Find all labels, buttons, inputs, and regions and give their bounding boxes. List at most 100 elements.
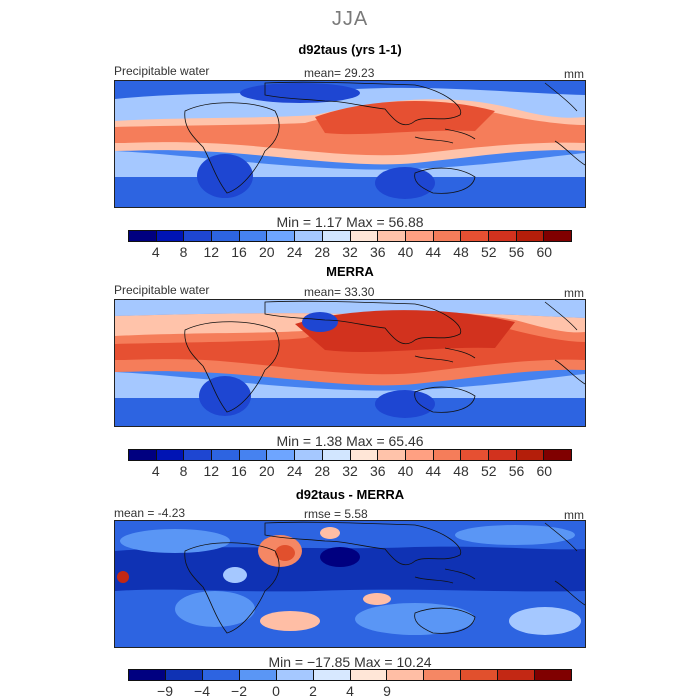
colorbar-tick-label: 56	[508, 244, 525, 260]
colorbar-swatch	[405, 231, 434, 241]
colorbar-swatch	[313, 670, 351, 680]
colorbar-swatch	[544, 450, 571, 460]
colorbar-swatch	[129, 450, 157, 460]
colorbar-swatch	[239, 670, 277, 680]
panel-1-map-field	[115, 81, 585, 207]
panel-1-map	[114, 80, 586, 208]
colorbar-swatch	[295, 450, 323, 460]
colorbar-swatch	[405, 450, 434, 460]
colorbar-swatch	[461, 231, 489, 241]
colorbar-swatch	[156, 231, 185, 241]
colorbar-swatch	[202, 670, 240, 680]
colorbar-tick-label: 60	[536, 463, 553, 479]
colorbar-tick-label: 48	[453, 244, 469, 260]
panel-3-map-field	[115, 521, 585, 647]
colorbar-swatch	[378, 450, 406, 460]
colorbar-swatch	[184, 450, 213, 460]
colorbar-tick-label: 36	[369, 463, 386, 479]
panel-2-title: MERRA	[326, 264, 374, 279]
panel-3-minmax: Min = −17.85 Max = 10.24	[268, 654, 432, 670]
colorbar-swatch	[184, 231, 213, 241]
colorbar-swatch	[267, 231, 296, 241]
colorbar-tick-label: 9	[383, 683, 391, 699]
colorbar-tick-label: 0	[272, 683, 280, 699]
colorbar-swatch	[212, 450, 240, 460]
panel-3-colorbar	[128, 669, 572, 681]
colorbar-tick-label: 28	[314, 244, 331, 260]
panel-2-minmax: Min = 1.38 Max = 65.46	[276, 433, 424, 449]
panel-1-units: mm	[564, 67, 584, 81]
panel-2-field-label: Precipitable water	[114, 283, 210, 297]
colorbar-tick-label: 16	[231, 463, 247, 479]
colorbar-tick-label: 24	[286, 244, 303, 260]
panel-1-colorbar	[128, 230, 572, 242]
colorbar-swatch	[350, 450, 379, 460]
panel-1-title: d92taus (yrs 1-1)	[298, 42, 402, 57]
colorbar-swatch	[387, 670, 425, 680]
colorbar-swatch	[378, 231, 406, 241]
colorbar-tick-label: 52	[480, 244, 497, 260]
season-title: JJA	[331, 8, 369, 30]
colorbar-swatch	[295, 231, 323, 241]
colorbar-tick-label: 56	[508, 463, 525, 479]
panel-3-units: mm	[564, 508, 584, 522]
panel-3-title: d92taus - MERRA	[295, 487, 405, 502]
colorbar-tick-label: 40	[397, 244, 414, 260]
colorbar-swatch	[267, 450, 296, 460]
colorbar-swatch	[239, 450, 268, 460]
colorbar-tick-label: 48	[453, 463, 469, 479]
panel-2-units: mm	[564, 286, 584, 300]
colorbar-swatch	[516, 450, 545, 460]
colorbar-swatch	[433, 231, 462, 241]
colorbar-tick-label: 32	[342, 463, 358, 479]
colorbar-tick-label: 44	[425, 463, 442, 479]
colorbar-swatch	[350, 670, 388, 680]
colorbar-swatch	[433, 450, 462, 460]
colorbar-tick-label: 4	[151, 463, 160, 479]
colorbar-swatch	[212, 231, 240, 241]
colorbar-tick-label: 24	[286, 463, 303, 479]
colorbar-swatch	[322, 231, 351, 241]
colorbar-swatch	[129, 231, 157, 241]
colorbar-tick-label: 20	[258, 463, 275, 479]
colorbar-swatch	[535, 670, 572, 680]
colorbar-swatch	[516, 231, 545, 241]
colorbar-swatch	[544, 231, 571, 241]
colorbar-swatch	[350, 231, 379, 241]
panel-3-mean: mean = -4.23	[114, 506, 186, 520]
panel-2-colorbar	[128, 449, 572, 461]
colorbar-tick-label: 60	[536, 244, 553, 260]
colorbar-swatch	[156, 450, 185, 460]
colorbar-tick-label: 12	[203, 463, 220, 479]
colorbar-swatch	[488, 231, 517, 241]
panel-2-map	[114, 299, 586, 427]
colorbar-swatch	[498, 670, 536, 680]
colorbar-tick-label: 8	[179, 244, 188, 260]
colorbar-tick-label: 44	[425, 244, 442, 260]
colorbar-swatch	[165, 670, 203, 680]
colorbar-swatch	[129, 670, 166, 680]
colorbar-tick-label: 8	[179, 463, 188, 479]
colorbar-tick-label: 16	[231, 244, 247, 260]
colorbar-tick-label: −4	[194, 683, 210, 699]
colorbar-swatch	[239, 231, 268, 241]
colorbar-swatch	[461, 670, 499, 680]
colorbar-tick-label: 32	[342, 244, 358, 260]
colorbar-tick-label: 2	[309, 683, 317, 699]
colorbar-swatch	[424, 670, 462, 680]
panel-3-rmse: rmse = 5.58	[304, 507, 368, 521]
panel-1-field-label: Precipitable water	[114, 64, 210, 78]
colorbar-swatch	[461, 450, 489, 460]
colorbar-tick-label: −2	[231, 683, 247, 699]
colorbar-tick-label: 4	[151, 244, 160, 260]
panel-2-colorbar-ticks: 4 8 12 16 20 24 28 32 36 40 44 48 52 56 60	[128, 463, 572, 479]
panel-1-mean: mean= 29.23	[304, 66, 375, 80]
colorbar-tick-label: 4	[346, 683, 354, 699]
colorbar-tick-label: 52	[480, 463, 497, 479]
colorbar-tick-label: 40	[397, 463, 414, 479]
colorbar-tick-label: −9	[157, 683, 173, 699]
colorbar-swatch	[488, 450, 517, 460]
colorbar-tick-label: 20	[258, 244, 275, 260]
colorbar-swatch	[322, 450, 351, 460]
panel-1-minmax: Min = 1.17 Max = 56.88	[276, 214, 424, 230]
